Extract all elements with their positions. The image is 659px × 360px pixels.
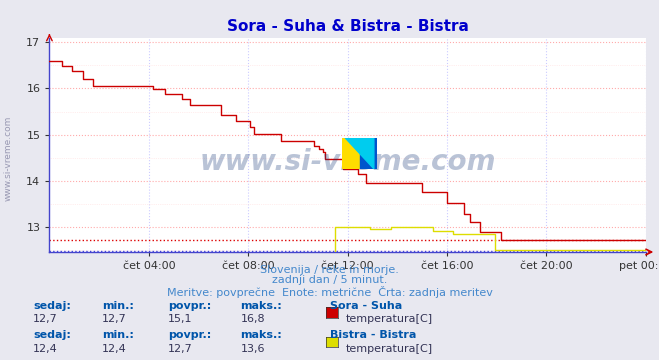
Text: min.:: min.: [102, 330, 134, 341]
Text: povpr.:: povpr.: [168, 330, 212, 341]
Text: 12,7: 12,7 [33, 314, 58, 324]
Text: maks.:: maks.: [241, 301, 282, 311]
Text: www.si-vreme.com: www.si-vreme.com [3, 116, 13, 201]
Text: temperatura[C]: temperatura[C] [346, 344, 433, 354]
Text: Slovenija / reke in morje.: Slovenija / reke in morje. [260, 265, 399, 275]
Text: povpr.:: povpr.: [168, 301, 212, 311]
Bar [360, 138, 378, 169]
Text: sedaj:: sedaj: [33, 301, 71, 311]
Text: www.si-vreme.com: www.si-vreme.com [200, 148, 496, 176]
Text: 12,7: 12,7 [168, 344, 193, 354]
Bar [341, 138, 360, 169]
Text: sedaj:: sedaj: [33, 330, 71, 341]
Text: temperatura[C]: temperatura[C] [346, 314, 433, 324]
Text: 12,4: 12,4 [33, 344, 58, 354]
Text: Meritve: povprečne  Enote: metrične  Črta: zadnja meritev: Meritve: povprečne Enote: metrične Črta:… [167, 286, 492, 298]
Polygon shape [345, 138, 374, 169]
Text: zadnji dan / 5 minut.: zadnji dan / 5 minut. [272, 275, 387, 285]
Text: 15,1: 15,1 [168, 314, 192, 324]
Text: 12,4: 12,4 [102, 344, 127, 354]
Text: 12,7: 12,7 [102, 314, 127, 324]
Text: Bistra - Bistra: Bistra - Bistra [330, 330, 416, 341]
Text: 16,8: 16,8 [241, 314, 265, 324]
Title: Sora - Suha & Bistra - Bistra: Sora - Suha & Bistra - Bistra [227, 19, 469, 34]
Text: Sora - Suha: Sora - Suha [330, 301, 402, 311]
Text: 13,6: 13,6 [241, 344, 265, 354]
Text: min.:: min.: [102, 301, 134, 311]
Text: maks.:: maks.: [241, 330, 282, 341]
